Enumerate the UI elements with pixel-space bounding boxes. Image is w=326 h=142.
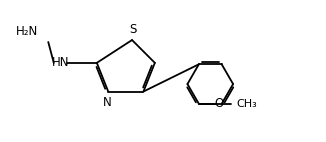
Text: S: S xyxy=(129,23,136,36)
Text: H₂N: H₂N xyxy=(16,25,38,38)
Text: CH₃: CH₃ xyxy=(236,99,257,109)
Text: N: N xyxy=(103,96,112,109)
Text: HN: HN xyxy=(52,56,69,69)
Text: O: O xyxy=(215,97,224,110)
